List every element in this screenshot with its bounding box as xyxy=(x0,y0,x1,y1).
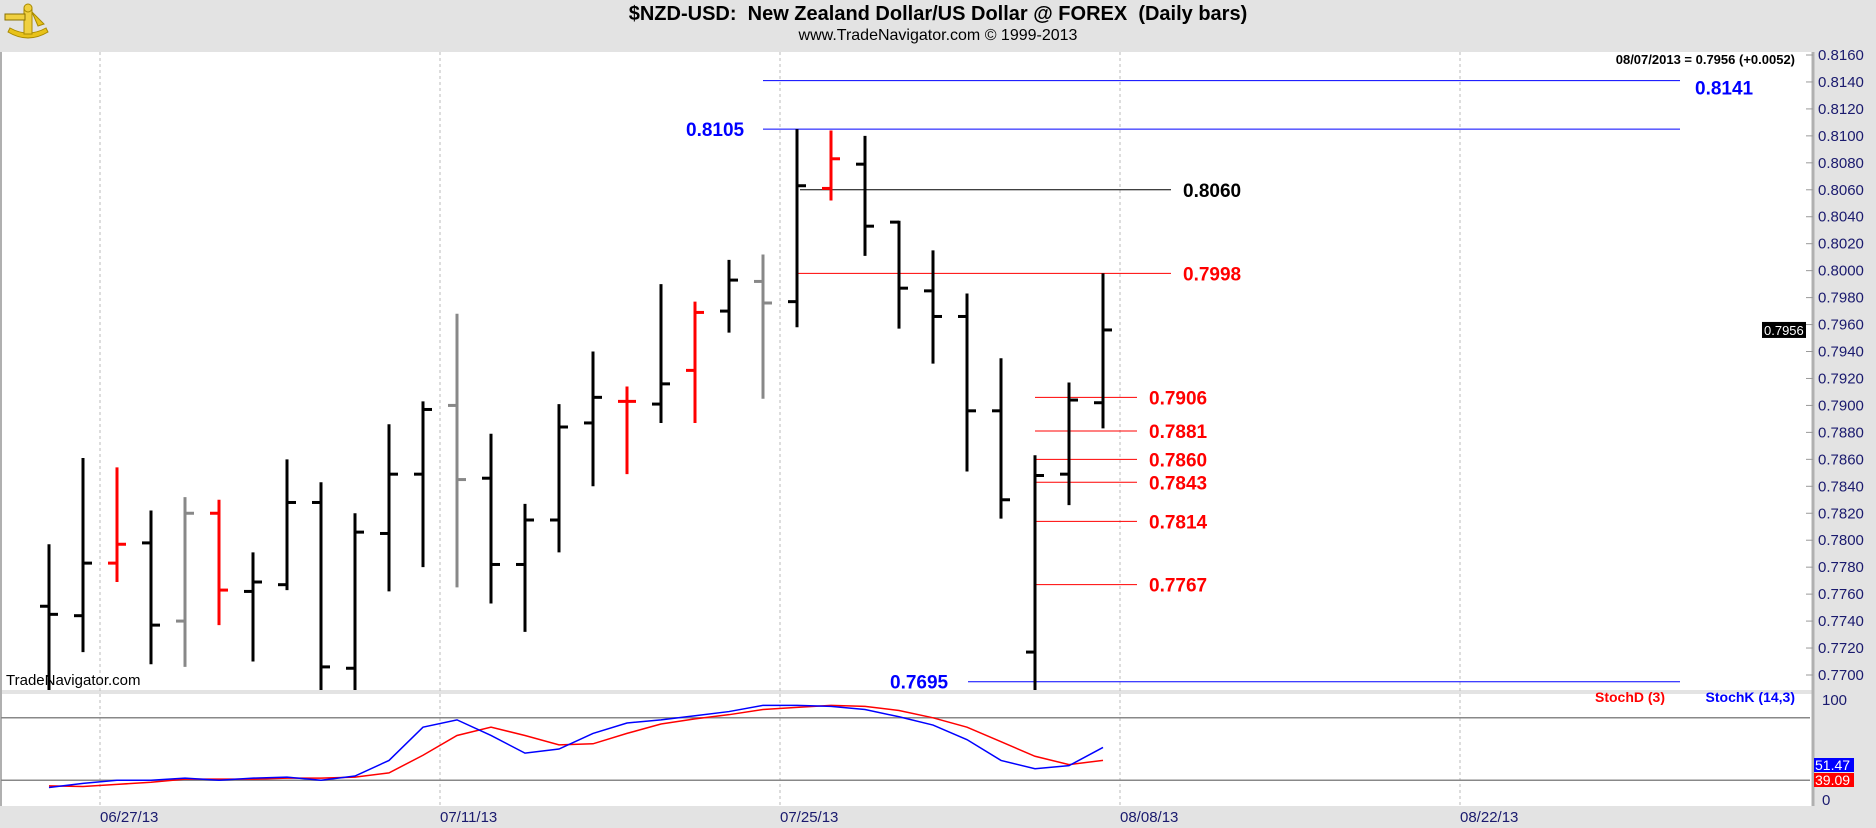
stoch-panel xyxy=(1,694,1813,806)
ohlc-bar xyxy=(584,351,602,487)
level-label: 0.7860 xyxy=(1149,450,1207,471)
ohlc-bar xyxy=(924,250,942,364)
level-label: 0.7767 xyxy=(1149,576,1207,597)
level-label: 0.7843 xyxy=(1149,473,1207,494)
price-tick-label: 0.8020 xyxy=(1818,236,1864,253)
ohlc-bar xyxy=(686,301,704,423)
ohlc-bar xyxy=(244,552,262,662)
date-tick-label: 07/25/13 xyxy=(780,809,838,826)
ohlc-bar xyxy=(618,386,636,475)
ohlc-bar xyxy=(210,499,228,626)
ohlc-bar xyxy=(652,284,670,423)
level-label: 0.8141 xyxy=(1695,79,1754,100)
chart-header: $NZD-USD: New Zealand Dollar/US Dollar @… xyxy=(0,0,1876,52)
stoch-value-tag-text: 39.09 xyxy=(1815,772,1850,788)
ohlc-bar xyxy=(550,404,568,553)
price-tick-label: 0.7760 xyxy=(1818,586,1864,603)
price-tick-label: 0.8160 xyxy=(1818,47,1864,64)
price-tick-label: 0.7800 xyxy=(1818,532,1864,549)
price-tick-label: 0.7900 xyxy=(1818,397,1864,414)
sextant-icon xyxy=(4,3,49,39)
legend-stochd: StochD (3) xyxy=(1595,689,1665,705)
ohlc-bar xyxy=(482,433,500,604)
ohlc-bar xyxy=(448,313,466,588)
level-label: 0.7998 xyxy=(1183,264,1241,285)
ohlc-bar xyxy=(754,254,772,399)
level-label: 0.8060 xyxy=(1183,181,1241,202)
price-tick-label: 0.7960 xyxy=(1818,317,1864,334)
price-tick-label: 0.7940 xyxy=(1818,344,1864,361)
price-tick-label: 0.7840 xyxy=(1818,478,1864,495)
stochk-line xyxy=(48,704,1104,789)
level-label: 0.8105 xyxy=(686,120,745,141)
price-tick-label: 0.7820 xyxy=(1818,505,1864,522)
price-tick-label: 0.8060 xyxy=(1818,182,1864,199)
ohlc-bar xyxy=(346,513,364,690)
ohlc-bar xyxy=(142,510,160,665)
price-tick-label: 0.7980 xyxy=(1818,290,1864,307)
date-tick-label: 06/27/13 xyxy=(100,809,158,826)
level-label: 0.7695 xyxy=(890,673,949,694)
stoch-value-tag xyxy=(1814,758,1854,772)
ohlc-bar xyxy=(516,503,534,632)
stoch-tick-label: 100 xyxy=(1822,692,1847,709)
ohlc-bar xyxy=(414,401,432,568)
ohlc-bar xyxy=(74,457,92,653)
stoch-value-tag xyxy=(1814,773,1854,787)
chart-subtitle: www.TradeNavigator.com © 1999-2013 xyxy=(798,27,1078,44)
watermark: TradeNavigator.com xyxy=(6,672,141,689)
price-tick-label: 0.8040 xyxy=(1818,209,1864,226)
chart-title: $NZD-USD: New Zealand Dollar/US Dollar @… xyxy=(628,3,1248,25)
price-tick-label: 0.7880 xyxy=(1818,424,1864,441)
price-tick-label: 0.7860 xyxy=(1818,451,1864,468)
ohlc-bar xyxy=(1026,455,1044,690)
date-tick-label: 08/22/13 xyxy=(1460,809,1518,826)
ohlc-bar xyxy=(312,482,330,690)
stoch-value-tag-text: 51.47 xyxy=(1815,757,1850,773)
ohlc-bar xyxy=(992,358,1010,519)
price-tick-label: 0.8140 xyxy=(1818,74,1864,91)
legend-stochk: StochK (14,3) xyxy=(1706,689,1795,705)
level-label: 0.7906 xyxy=(1149,388,1207,409)
date-tick-label: 08/08/13 xyxy=(1120,809,1178,826)
ohlc-bar xyxy=(380,424,398,592)
price-tick-label: 0.7780 xyxy=(1818,559,1864,576)
ohlc-bar xyxy=(822,130,840,201)
last-price-tag-text: 0.7956 xyxy=(1764,323,1804,338)
price-tick-label: 0.8120 xyxy=(1818,101,1864,118)
price-tick-label: 0.7920 xyxy=(1818,370,1864,387)
ohlc-bar xyxy=(1060,382,1078,506)
ohlc-bar xyxy=(40,544,58,690)
price-tick-label: 0.8080 xyxy=(1818,155,1864,172)
ohlc-bar xyxy=(788,129,806,328)
ohlc-bar xyxy=(720,259,738,333)
level-label: 0.7814 xyxy=(1149,512,1208,533)
last-price-tag xyxy=(1762,321,1806,338)
price-panel xyxy=(1,52,1813,690)
price-tick-label: 0.7700 xyxy=(1818,667,1864,684)
date-tick-label: 07/11/13 xyxy=(440,809,497,826)
last-quote-label: 08/07/2013 = 0.7956 (+0.0052) xyxy=(1616,52,1795,67)
ohlc-bar xyxy=(278,459,296,591)
price-tick-label: 0.8100 xyxy=(1818,128,1864,145)
ohlc-bar xyxy=(1094,273,1112,429)
ohlc-bar xyxy=(108,467,126,582)
price-tick-label: 0.7720 xyxy=(1818,640,1864,657)
ohlc-bar xyxy=(958,293,976,472)
ohlc-bar xyxy=(890,220,908,329)
price-tick-label: 0.8000 xyxy=(1818,263,1864,280)
stoch-tick-label: 0 xyxy=(1822,792,1830,809)
ohlc-bar xyxy=(856,135,874,256)
ohlc-bar xyxy=(176,497,194,667)
price-tick-label: 0.7740 xyxy=(1818,613,1864,630)
level-label: 0.7881 xyxy=(1149,422,1208,443)
